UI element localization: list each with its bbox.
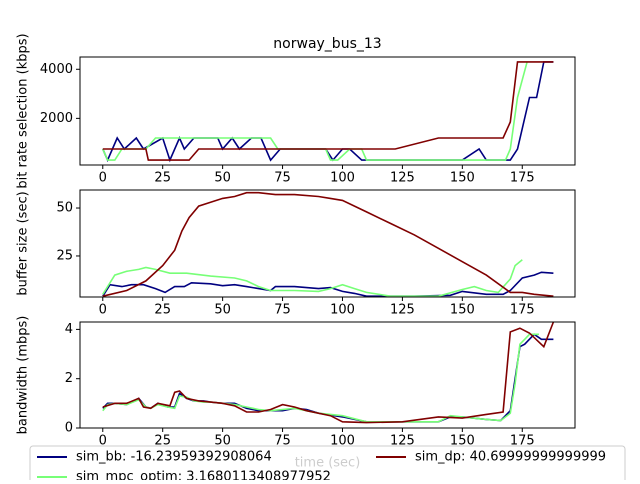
x-tick-label: 125 <box>390 303 415 318</box>
axes-frame <box>79 321 576 429</box>
y-axis-label: buffer size (sec) <box>16 191 31 295</box>
legend-label: sim_mpc_optim: 3.1680113408977952 <box>76 470 331 481</box>
y-tick-label: 50 <box>56 201 73 216</box>
legend-label: sim_bb: -16.23959392908064 <box>76 450 272 465</box>
y-tick-label: 25 <box>56 248 73 263</box>
data-line <box>102 271 554 297</box>
data-line <box>102 321 555 424</box>
x-tick-label: 150 <box>450 434 475 449</box>
x-tick-label: 25 <box>154 303 171 318</box>
y-tick-label: 4000 <box>40 62 73 77</box>
y-tick-label: 4 <box>65 322 73 337</box>
x-tick-label: 25 <box>154 171 171 186</box>
axes-frame <box>79 56 576 166</box>
x-tick-label: 0 <box>99 434 107 449</box>
x-tick-label: 50 <box>214 171 231 186</box>
data-line <box>102 333 539 423</box>
data-line <box>102 191 554 297</box>
y-tick-label: 2 <box>65 371 73 386</box>
x-tick-label: 150 <box>450 171 475 186</box>
data-line <box>102 61 554 163</box>
legend-box <box>29 445 626 484</box>
data-line <box>102 61 528 161</box>
x-tick-label: 175 <box>510 171 535 186</box>
data-line <box>102 333 554 423</box>
x-tick-label: 75 <box>274 171 291 186</box>
chart-title: norway_bus_13 <box>273 36 381 52</box>
y-axis-label: bandwidth (mbps) <box>16 316 31 435</box>
y-tick-label: 2000 <box>40 111 73 126</box>
x-tick-label: 75 <box>274 303 291 318</box>
x-tick-label: 0 <box>99 171 107 186</box>
legend: sim_bb: -16.23959392908064 sim_mpc_optim:… <box>29 445 626 484</box>
data-line <box>102 61 554 161</box>
x-tick-label: 25 <box>154 434 171 449</box>
x-tick-label: 150 <box>450 303 475 318</box>
x-tick-label: 125 <box>390 171 415 186</box>
y-tick-label: 0 <box>65 421 73 436</box>
y-axis-label: bit rate selection (kbps) <box>16 33 31 188</box>
x-tick-label: 100 <box>330 303 355 318</box>
x-tick-label: 100 <box>330 434 355 449</box>
x-tick-label: 50 <box>214 303 231 318</box>
x-tick-label: 50 <box>214 434 231 449</box>
legend-label: sim_dp: 40.69999999999999 <box>415 450 606 465</box>
axes-frame <box>79 189 576 298</box>
x-tick-label: 0 <box>99 303 107 318</box>
x-tick-label: 175 <box>510 303 535 318</box>
x-tick-label: 75 <box>274 434 291 449</box>
x-tick-label: 175 <box>510 434 535 449</box>
x-tick-label: 100 <box>330 171 355 186</box>
data-line <box>102 259 523 297</box>
x-tick-label: 125 <box>390 434 415 449</box>
